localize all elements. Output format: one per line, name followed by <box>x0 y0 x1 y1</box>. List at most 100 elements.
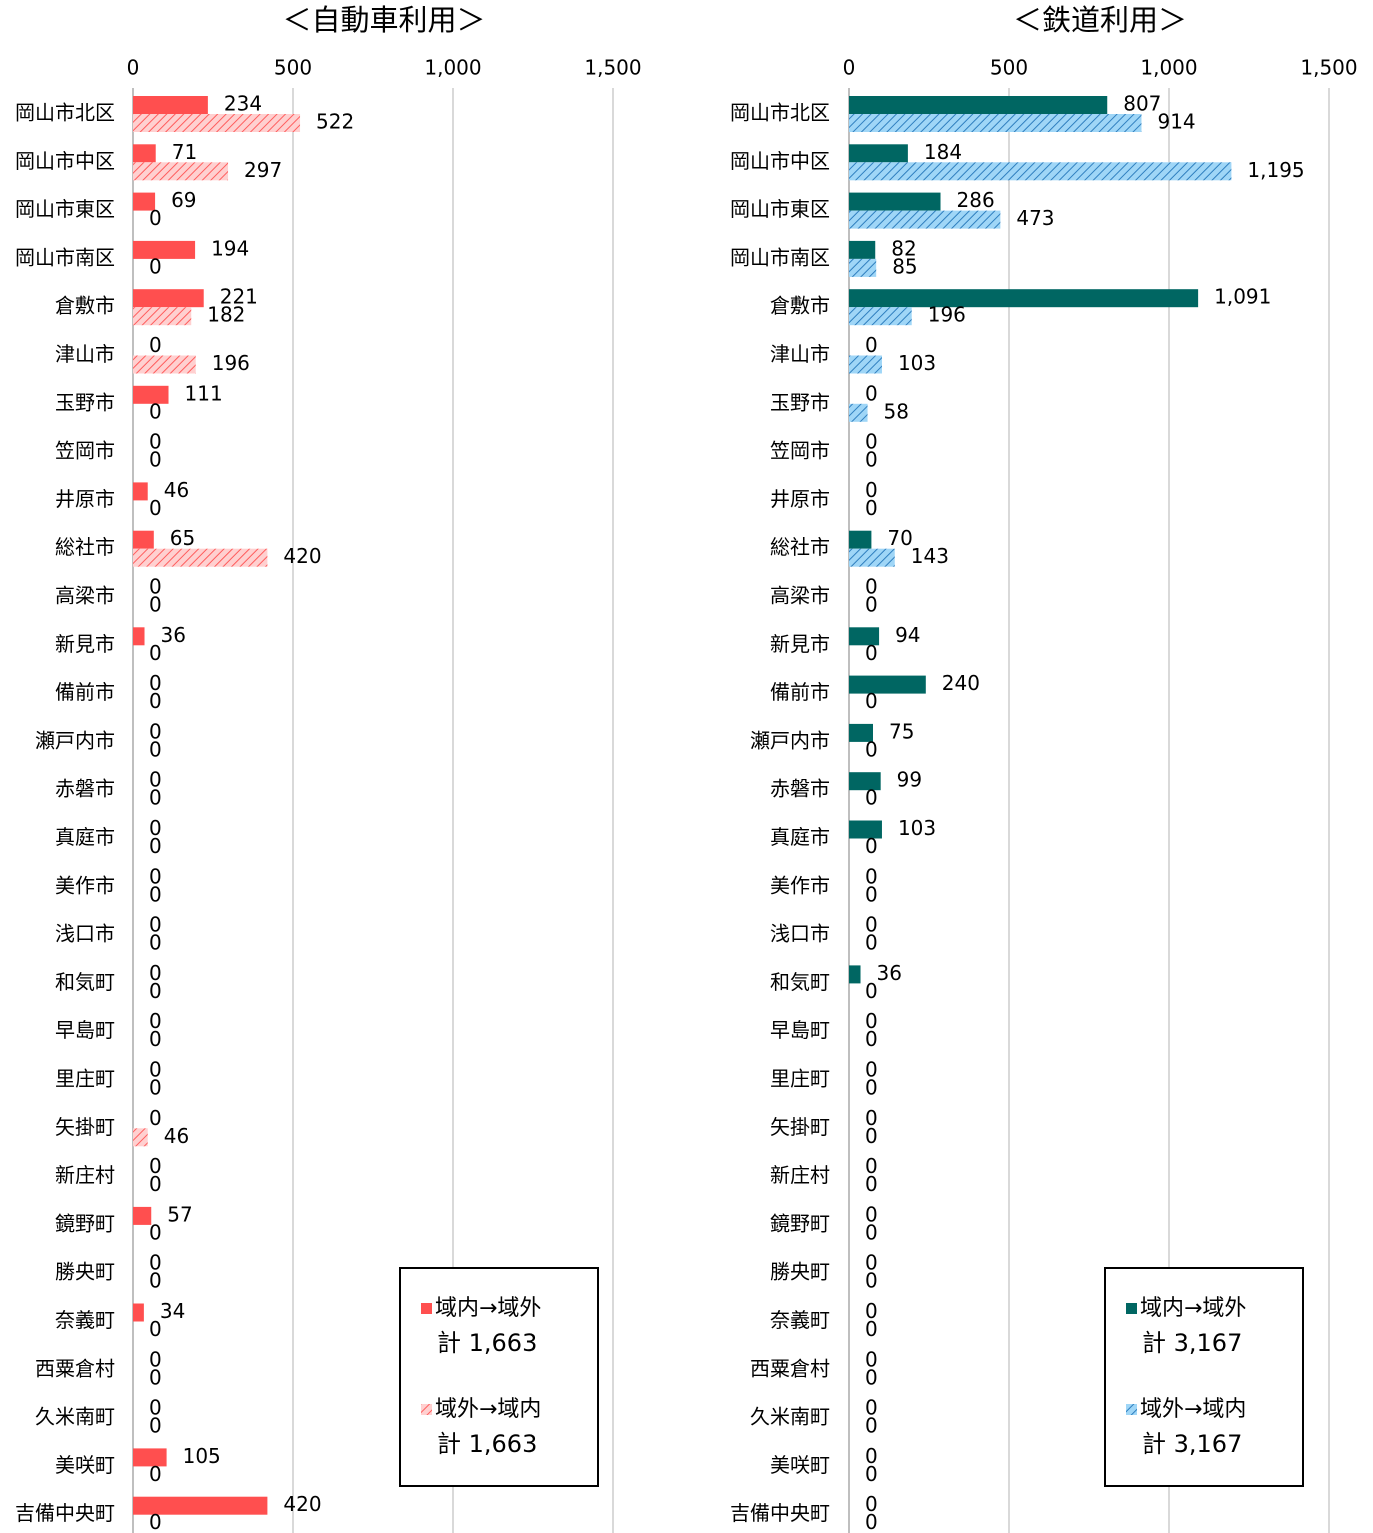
value-label: 0 <box>865 737 878 761</box>
value-label: 36 <box>877 961 902 985</box>
value-label: 0 <box>149 768 162 792</box>
category-label: 岡山市中区 <box>730 149 830 173</box>
bar <box>849 965 861 984</box>
value-label: 240 <box>942 671 980 695</box>
value-label: 143 <box>911 544 949 568</box>
value-label: 0 <box>149 448 162 472</box>
value-label: 0 <box>865 478 878 502</box>
value-label: 71 <box>172 140 197 164</box>
value-label: 0 <box>865 1269 878 1293</box>
value-label: 0 <box>149 254 162 278</box>
value-label: 0 <box>149 206 162 230</box>
value-label: 473 <box>1016 206 1054 230</box>
bar <box>849 210 1001 229</box>
value-label: 57 <box>167 1202 192 1226</box>
category-label: 井原市 <box>770 487 830 511</box>
value-label: 0 <box>149 689 162 713</box>
value-label: 0 <box>149 882 162 906</box>
category-label: 鏡野町 <box>770 1211 830 1235</box>
value-label: 0 <box>865 1510 878 1533</box>
category-label: 新見市 <box>55 632 115 656</box>
bar <box>133 355 196 374</box>
value-label: 0 <box>865 1154 878 1178</box>
value-label: 0 <box>865 1251 878 1275</box>
category-label: 美作市 <box>55 873 115 897</box>
value-label: 0 <box>149 719 162 743</box>
category-label: 笠岡市 <box>55 439 115 463</box>
category-label: 備前市 <box>55 680 115 704</box>
value-label: 0 <box>865 1202 878 1226</box>
value-label: 196 <box>928 303 966 327</box>
category-label: 久米南町 <box>750 1405 830 1429</box>
legend-box <box>399 1267 599 1487</box>
category-label: 岡山市中区 <box>15 149 115 173</box>
value-label: 0 <box>149 496 162 520</box>
value-label: 420 <box>283 1492 321 1516</box>
category-label: 早島町 <box>770 1018 830 1042</box>
bar <box>849 289 1199 308</box>
x-tick-label: 1,500 <box>584 56 641 80</box>
category-label: 奈義町 <box>55 1308 115 1332</box>
value-label: 34 <box>160 1299 185 1323</box>
value-label: 36 <box>161 623 186 647</box>
category-label: 玉野市 <box>770 390 830 414</box>
bar <box>133 114 301 132</box>
value-label: 0 <box>149 575 162 599</box>
category-label: 早島町 <box>55 1018 115 1042</box>
value-label: 0 <box>865 864 878 888</box>
value-label: 0 <box>865 496 878 520</box>
x-tick-label: 1,000 <box>424 56 481 80</box>
category-label: 井原市 <box>55 487 115 511</box>
category-label: 真庭市 <box>55 825 115 849</box>
category-label: 赤磐市 <box>55 777 115 801</box>
value-label: 0 <box>149 1058 162 1082</box>
value-label: 0 <box>865 593 878 617</box>
bar <box>133 1496 268 1515</box>
value-label: 0 <box>865 1009 878 1033</box>
value-label: 65 <box>170 526 195 550</box>
bar <box>133 1448 167 1467</box>
value-label: 297 <box>244 158 282 182</box>
legend-total: 計 1,663 <box>437 1430 537 1458</box>
bar <box>849 162 1232 181</box>
value-label: 0 <box>865 1365 878 1389</box>
legend-label: 域内→域外 <box>1140 1296 1246 1321</box>
legend-swatch <box>1126 1404 1137 1415</box>
chart-title: ＜鉄道利用＞ <box>1013 3 1187 37</box>
category-label: 赤磐市 <box>770 777 830 801</box>
legend-box <box>1104 1267 1304 1487</box>
legend-total: 計 3,167 <box>1142 1430 1242 1458</box>
value-label: 0 <box>865 1027 878 1051</box>
category-label: 備前市 <box>770 680 830 704</box>
bar <box>133 144 156 163</box>
value-label: 0 <box>149 864 162 888</box>
category-label: 西粟倉村 <box>750 1356 830 1380</box>
bar <box>133 240 196 259</box>
category-label: 岡山市北区 <box>15 101 115 125</box>
bar <box>849 627 880 646</box>
category-label: 総社市 <box>55 535 115 559</box>
value-label: 807 <box>1123 92 1161 116</box>
category-label: 里庄町 <box>770 1067 830 1091</box>
value-label: 0 <box>149 786 162 810</box>
value-label: 69 <box>171 188 196 212</box>
legend-total: 計 1,663 <box>437 1329 537 1357</box>
value-label: 184 <box>924 140 962 164</box>
value-label: 0 <box>865 913 878 937</box>
category-label: 岡山市北区 <box>730 101 830 125</box>
value-label: 0 <box>865 979 878 1003</box>
category-label: 笠岡市 <box>770 439 830 463</box>
category-label: 玉野市 <box>55 390 115 414</box>
value-label: 0 <box>149 1414 162 1438</box>
x-tick-label: 0 <box>127 56 140 80</box>
value-label: 0 <box>149 1510 162 1533</box>
x-tick-label: 1,500 <box>1300 56 1357 80</box>
bar <box>849 258 877 277</box>
value-label: 0 <box>865 333 878 357</box>
value-label: 75 <box>889 719 914 743</box>
category-label: 浅口市 <box>55 922 115 946</box>
category-label: 新見市 <box>770 632 830 656</box>
bar <box>849 675 926 694</box>
bar <box>133 162 229 181</box>
category-label: 矢掛町 <box>770 1115 830 1139</box>
